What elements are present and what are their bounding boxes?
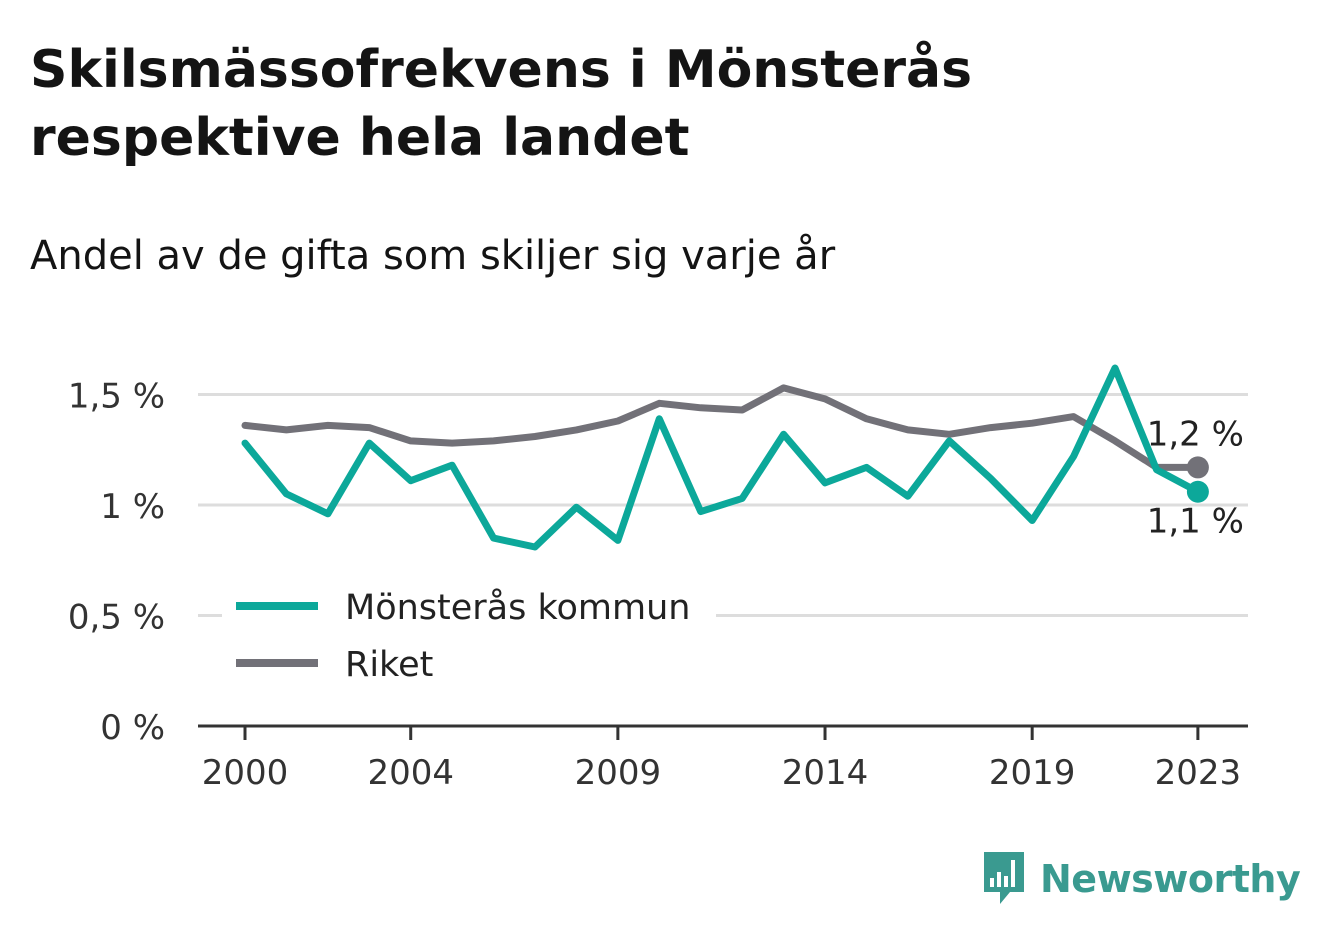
series-line — [241, 384, 1202, 471]
legend-label: Mönsterås kommun — [345, 587, 690, 628]
x-tick-label: 2023 — [1155, 753, 1242, 793]
y-tick-label: 0,5 % — [68, 598, 165, 638]
series-end-point — [1186, 456, 1209, 479]
chart-title: Skilsmässofrekvens i Mönsterås respektiv… — [30, 40, 973, 168]
y-tick-label: 1,5 % — [68, 377, 165, 417]
x-tick-label: 2000 — [202, 753, 289, 793]
legend: Mönsterås kommun Riket — [222, 582, 716, 692]
chart-subtitle: Andel av de gifta som skiljer sig varje … — [30, 233, 836, 279]
newsworthy-logo: Newsworthy — [980, 848, 1301, 910]
bar-chart-speech-bubble-icon — [984, 852, 1024, 904]
series-lines — [241, 364, 1209, 551]
x-tick-label: 2004 — [367, 753, 454, 793]
series-line — [241, 364, 1202, 551]
x-tick-label: 2019 — [989, 753, 1076, 793]
x-tick-label: 2009 — [575, 753, 662, 793]
legend-background — [222, 582, 716, 692]
x-axis: 2000 2004 2009 2014 2019 2023 — [198, 724, 1248, 793]
y-tick-label: 0 % — [100, 708, 165, 748]
legend-label: Riket — [345, 645, 433, 685]
end-label: 1,2 % — [1147, 414, 1244, 454]
brand-name: Newsworthy — [1040, 857, 1301, 901]
series-end-point — [1186, 480, 1209, 503]
x-tick-label: 2014 — [782, 753, 869, 793]
end-label: 1,1 % — [1147, 502, 1244, 542]
end-labels: 1,2 % 1,1 % — [1147, 414, 1244, 541]
y-tick-label: 1 % — [100, 487, 165, 527]
